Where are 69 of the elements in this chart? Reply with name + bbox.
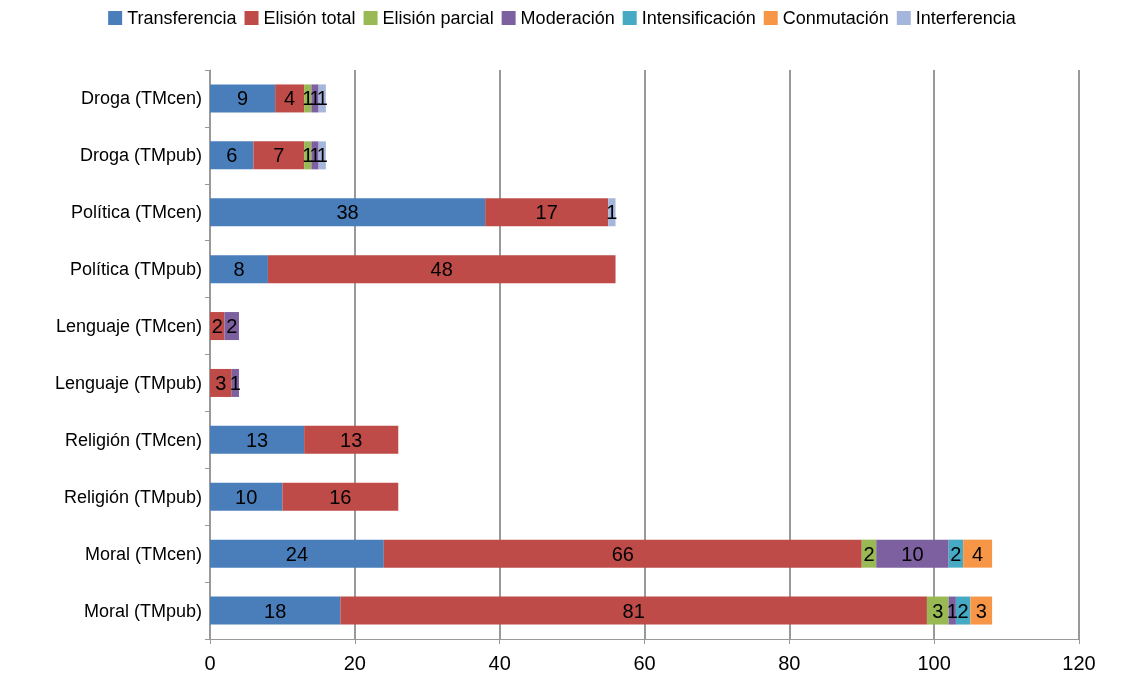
legend-label: Interferencia	[915, 8, 1017, 28]
x-tick-label: 60	[633, 652, 656, 674]
bar	[282, 482, 399, 511]
legend-label: Elisión parcial	[382, 8, 494, 28]
bar	[340, 596, 927, 625]
bar	[275, 84, 305, 113]
data-label: 2	[957, 599, 969, 622]
data-label: 38	[336, 201, 359, 224]
bar	[210, 539, 384, 568]
bar	[963, 539, 993, 568]
y-tick-label: Droga (TMpub)	[79, 145, 202, 166]
data-label: 10	[235, 485, 258, 508]
x-tick-label: 20	[343, 652, 366, 674]
data-label: 8	[233, 258, 245, 281]
y-tick-label: Política (TMpub)	[69, 259, 202, 280]
data-label: 48	[430, 258, 453, 281]
x-tick-label: 40	[488, 652, 511, 674]
y-tick-label: Lenguaje (TMcen)	[55, 316, 202, 337]
data-label: 2	[950, 542, 962, 565]
data-label: 66	[611, 542, 634, 565]
data-label: 3	[975, 599, 987, 622]
bar	[210, 141, 254, 170]
y-tick-label: Religión (TMcen)	[64, 429, 202, 450]
data-label: 3	[215, 371, 227, 394]
data-label: 3	[932, 599, 944, 622]
data-label: 17	[535, 201, 558, 224]
data-label: 24	[285, 542, 309, 565]
legend-label: Moderación	[520, 8, 615, 28]
bar	[876, 539, 949, 568]
data-label: 4	[284, 87, 296, 110]
bar	[210, 255, 268, 284]
legend-label: Transferencia	[127, 8, 238, 28]
data-label: 7	[273, 144, 285, 167]
x-tick-label: 100	[917, 652, 951, 674]
data-label: 13	[340, 428, 363, 451]
legend-label: Conmutación	[782, 8, 889, 28]
x-tick-label: 0	[204, 652, 216, 674]
y-tick-label: Moral (TMcen)	[84, 543, 202, 564]
data-label: 2	[226, 315, 238, 338]
data-label: 9	[237, 87, 249, 110]
data-label: 16	[329, 485, 352, 508]
x-tick-label: 80	[778, 652, 801, 674]
bar	[485, 198, 609, 227]
bar	[210, 596, 341, 625]
data-label: 81	[622, 599, 645, 622]
legend-label: Elisión total	[263, 8, 356, 28]
y-tick-label: Religión (TMpub)	[63, 486, 202, 507]
x-tick-label: 120	[1062, 652, 1096, 674]
data-label: 10	[901, 542, 924, 565]
data-label: 2	[211, 315, 223, 338]
data-label: 13	[245, 428, 269, 451]
bar	[253, 141, 305, 170]
data-label: 1	[946, 599, 958, 622]
data-label: 4	[972, 542, 984, 565]
data-label: 6	[226, 144, 238, 167]
y-tick-label: Política (TMcen)	[70, 202, 202, 223]
y-tick-label: Lenguaje (TMpub)	[54, 372, 202, 393]
data-label: 18	[264, 599, 287, 622]
y-tick-label: Moral (TMpub)	[83, 600, 202, 621]
data-label: 2	[863, 542, 875, 565]
bar	[210, 84, 276, 113]
bar	[210, 198, 486, 227]
bar	[383, 539, 862, 568]
legend-label: Intensificación	[641, 8, 756, 28]
bar	[304, 425, 399, 454]
y-tick-label: Droga (TMcen)	[80, 88, 202, 109]
bar	[210, 425, 305, 454]
bar	[210, 482, 283, 511]
bar	[267, 255, 616, 284]
